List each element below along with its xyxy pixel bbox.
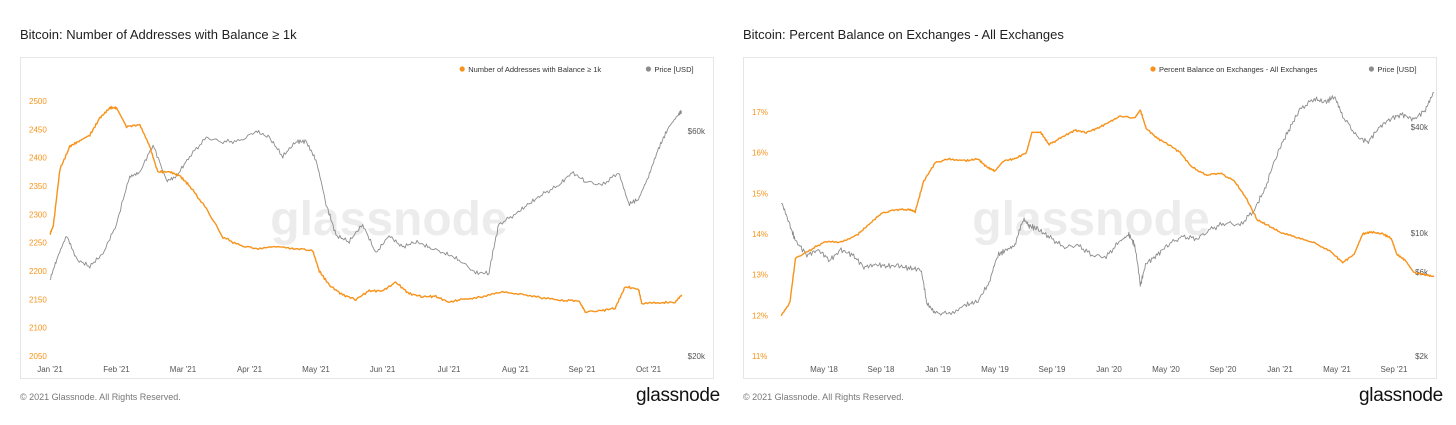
legend-item-metric[interactable]: Percent Balance on Exchanges - All Excha… <box>1159 65 1318 74</box>
legend-item-metric-marker <box>1150 66 1156 72</box>
chart-title: Bitcoin: Number of Addresses with Balanc… <box>20 27 297 42</box>
copyright-footer: © 2021 Glassnode. All Rights Reserved. <box>743 392 904 402</box>
x-tick-label: Jul '21 <box>438 365 461 374</box>
x-tick-label: Jun '21 <box>370 365 396 374</box>
chart-svg: glassnode Number of Addresses with Balanc… <box>29 65 706 374</box>
y-right-tick-label: $60k <box>688 127 706 136</box>
y-left-tick-label: 13% <box>752 271 768 280</box>
y-right-tick-label: $20k <box>688 352 706 361</box>
y-right-tick-label: $10k <box>1411 229 1429 238</box>
y-right-tick-label: $6k <box>1415 268 1429 277</box>
x-tick-label: Apr '21 <box>237 365 263 374</box>
y-left-tick-label: 12% <box>752 311 768 320</box>
watermark-text: glassnode <box>270 193 507 246</box>
chart-svg: glassnode Percent Balance on Exchanges - … <box>752 65 1435 374</box>
chart-panel-left: Bitcoin: Number of Addresses with Balanc… <box>20 0 720 425</box>
y-left-tick-label: 15% <box>752 189 768 198</box>
y-left-tick-label: 2500 <box>29 97 47 106</box>
x-tick-label: May '19 <box>981 365 1009 374</box>
series-line-price <box>781 91 1435 316</box>
x-tick-label: Jan '21 <box>1267 365 1293 374</box>
y-left-tick-label: 2350 <box>29 182 47 191</box>
x-tick-label: Mar '21 <box>170 365 197 374</box>
y-right-tick-label: $40k <box>1411 123 1429 132</box>
legend-item-price[interactable]: Price [USD] <box>654 65 693 74</box>
series-line-metric <box>780 109 1435 317</box>
glassnode-logo[interactable]: glassnode <box>1359 385 1443 406</box>
y-left-tick-label: 2150 <box>29 295 47 304</box>
x-tick-label: Jan '19 <box>925 365 951 374</box>
legend: Number of Addresses with Balance ≥ 1k Pri… <box>459 65 694 74</box>
x-tick-label: Aug '21 <box>502 365 529 374</box>
chart-frame: glassnode Percent Balance on Exchanges - … <box>743 57 1437 379</box>
x-tick-label: Feb '21 <box>103 365 130 374</box>
x-tick-label: May '20 <box>1152 365 1180 374</box>
chart-panel-right: Bitcoin: Percent Balance on Exchanges - … <box>743 0 1443 425</box>
y-left-tick-label: 11% <box>752 352 767 361</box>
copyright-footer: © 2021 Glassnode. All Rights Reserved. <box>20 392 181 402</box>
chart-title: Bitcoin: Percent Balance on Exchanges - … <box>743 27 1064 42</box>
y-left-tick-label: 2300 <box>29 210 47 219</box>
legend-item-price-marker <box>1368 66 1374 72</box>
x-tick-label: Jan '20 <box>1096 365 1122 374</box>
x-tick-label: Sep '19 <box>1039 365 1066 374</box>
y-right-tick-label: $2k <box>1415 352 1429 361</box>
x-tick-label: May '21 <box>1323 365 1351 374</box>
y-left-tick-label: 2200 <box>29 267 47 276</box>
y-left-tick-label: 16% <box>752 149 768 158</box>
y-left-tick-label: 2100 <box>29 324 47 333</box>
y-left-tick-label: 2250 <box>29 239 47 248</box>
series-line-price <box>49 109 683 281</box>
legend-item-price[interactable]: Price [USD] <box>1377 65 1416 74</box>
x-tick-label: Sep '20 <box>1210 365 1237 374</box>
y-left-tick-label: 17% <box>752 108 768 117</box>
x-tick-label: Sep '21 <box>1381 365 1408 374</box>
y-left-tick-label: 2450 <box>29 125 47 134</box>
series-line-metric <box>49 105 683 314</box>
y-left-tick-label: 2050 <box>29 352 47 361</box>
legend-item-price-marker <box>645 66 652 72</box>
x-tick-label: Sep '18 <box>868 365 895 374</box>
x-tick-label: Oct '21 <box>636 365 662 374</box>
x-tick-label: Sep '21 <box>569 365 596 374</box>
chart-frame: glassnode Number of Addresses with Balanc… <box>20 57 714 379</box>
legend-item-metric-marker <box>459 66 465 72</box>
x-tick-label: Jan '21 <box>37 365 63 374</box>
x-tick-label: May '21 <box>302 365 330 374</box>
legend-item-metric[interactable]: Number of Addresses with Balance ≥ 1k <box>468 65 601 74</box>
x-tick-label: May '18 <box>810 365 838 374</box>
y-left-tick-label: 14% <box>752 230 768 239</box>
watermark-text: glassnode <box>972 193 1209 246</box>
y-left-tick-label: 2400 <box>29 154 47 163</box>
legend: Percent Balance on Exchanges - All Excha… <box>1150 65 1417 74</box>
glassnode-logo[interactable]: glassnode <box>636 385 720 406</box>
